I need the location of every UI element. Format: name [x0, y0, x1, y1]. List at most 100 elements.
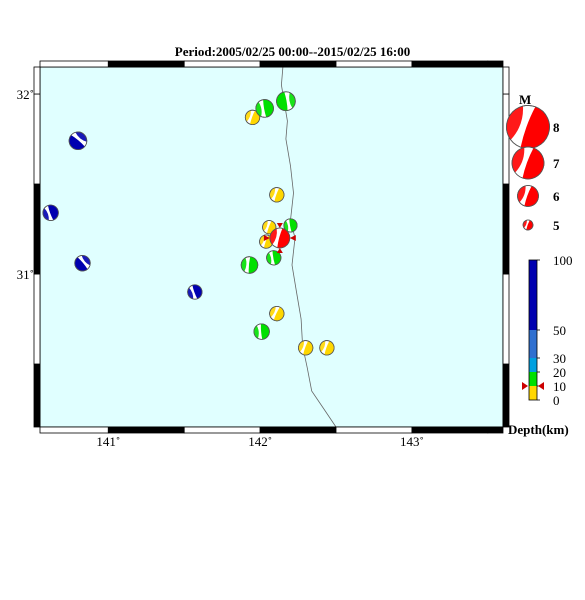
epicenter-beachball [240, 256, 259, 274]
beachball-compressional [277, 228, 290, 248]
frame-segment [39, 426, 109, 434]
beachball-ring [283, 218, 298, 233]
beachball-compressional [263, 99, 274, 118]
depth-color-band [529, 260, 537, 330]
epicenter-beachball [269, 187, 285, 203]
map-frame [33, 60, 510, 434]
legend-magnitude-symbol [522, 219, 534, 231]
main-event-marker [289, 235, 296, 241]
frame-segment [183, 426, 261, 434]
beachball-ring [266, 250, 282, 266]
beachball-ring [240, 256, 259, 274]
frame-segment [502, 66, 510, 95]
epicenter-beachball [42, 204, 59, 221]
depth-tick-label: 30 [553, 351, 566, 366]
depth-tick-label: 20 [553, 365, 566, 380]
frame-segment [335, 60, 413, 68]
beachball-ring [298, 340, 314, 356]
frame-segment [183, 60, 261, 68]
map-area [39, 66, 504, 428]
map-title: Period:2005/02/25 00:00--2015/02/25 16:0… [174, 44, 411, 59]
legend-magnitude-symbol [517, 185, 539, 207]
main-event-marker [276, 223, 283, 229]
beachball-ring [253, 323, 270, 340]
beachball-compressional [303, 341, 313, 355]
frame-segment [33, 273, 41, 365]
epicenter-beachball [266, 250, 282, 266]
frame-segment [39, 60, 109, 68]
beachball-lens [241, 257, 247, 272]
legend-magnitude-label: 7 [553, 156, 560, 171]
legend-magnitude-title: M [519, 92, 531, 107]
frame-segment [411, 60, 489, 68]
frame-segment [33, 363, 41, 428]
epicenter-beachball [244, 109, 261, 126]
main-event-marker [276, 247, 283, 253]
frame-segment [33, 93, 41, 185]
beachball-compressional [522, 147, 544, 179]
beachball-compressional [276, 91, 288, 111]
beachball-ring [319, 340, 335, 356]
beachball-ring [244, 109, 261, 126]
depth-marker [538, 382, 544, 390]
beachball-ring [269, 306, 285, 322]
legend-magnitude-label: 5 [553, 218, 560, 233]
beachball-compressional [47, 205, 59, 221]
magnitude-legend: 8 7 6 5 [506, 105, 560, 233]
depth-color-band [529, 386, 537, 400]
beachball-compressional [250, 110, 260, 125]
beachball-compressional [289, 218, 298, 232]
epicenter-beachball [269, 306, 285, 322]
depth-tick-label: 100 [553, 253, 573, 268]
beachball-ring [276, 91, 296, 111]
epicenter-beachball [187, 284, 203, 300]
beachball-ring [42, 204, 59, 221]
depth-tick-label: 0 [553, 393, 560, 408]
beachball-ring [255, 99, 274, 118]
epicenter-beachball [74, 255, 91, 272]
depth-color-band [529, 358, 537, 372]
axis-ticks: 141˚ 142˚ 143˚ 31˚ 32˚ [17, 87, 424, 449]
depth-tick-label: 50 [553, 323, 566, 338]
epicenter-beachball [253, 323, 270, 340]
frame-segment [411, 426, 489, 434]
beachball-ring [269, 227, 291, 249]
lon-tick-label: 141˚ [96, 434, 120, 449]
depth-color-band [529, 330, 537, 358]
epicenter-beachball [319, 340, 335, 356]
depth-marker [522, 382, 528, 390]
epicenter-beachball [255, 99, 274, 118]
frame-segment [33, 66, 41, 95]
beachball-compressional [324, 341, 335, 355]
frame-segment [502, 273, 510, 365]
epicenter-beachball [298, 340, 314, 356]
lon-tick-label: 142˚ [248, 434, 272, 449]
beachball-ring [511, 146, 545, 180]
epicenter-beachball [283, 218, 298, 233]
legend-magnitude-label: 8 [553, 120, 560, 135]
legend-magnitude-symbol [511, 146, 545, 180]
depth-tick-label: 10 [553, 379, 566, 394]
epicenter-beachball [276, 91, 296, 111]
beachball-ring [506, 105, 550, 149]
events-layer [42, 91, 335, 356]
beachball-compressional [74, 257, 88, 271]
epicenter-beachball [269, 227, 291, 249]
beachball-compressional [192, 284, 203, 299]
lon-tick-label: 143˚ [400, 434, 424, 449]
frame-segment [107, 60, 185, 68]
depth-color-band [529, 372, 537, 386]
legend-magnitude-symbol [506, 105, 550, 149]
beachball-compressional [69, 135, 85, 150]
frame-segment [502, 363, 510, 428]
frame-segment [502, 93, 510, 185]
frame-segment [335, 426, 413, 434]
beachball-compressional [526, 220, 533, 230]
beachball-compressional [248, 256, 258, 274]
beachball-ring [74, 255, 91, 272]
beachball-compressional [272, 250, 281, 265]
beachball-compressional [520, 106, 550, 149]
